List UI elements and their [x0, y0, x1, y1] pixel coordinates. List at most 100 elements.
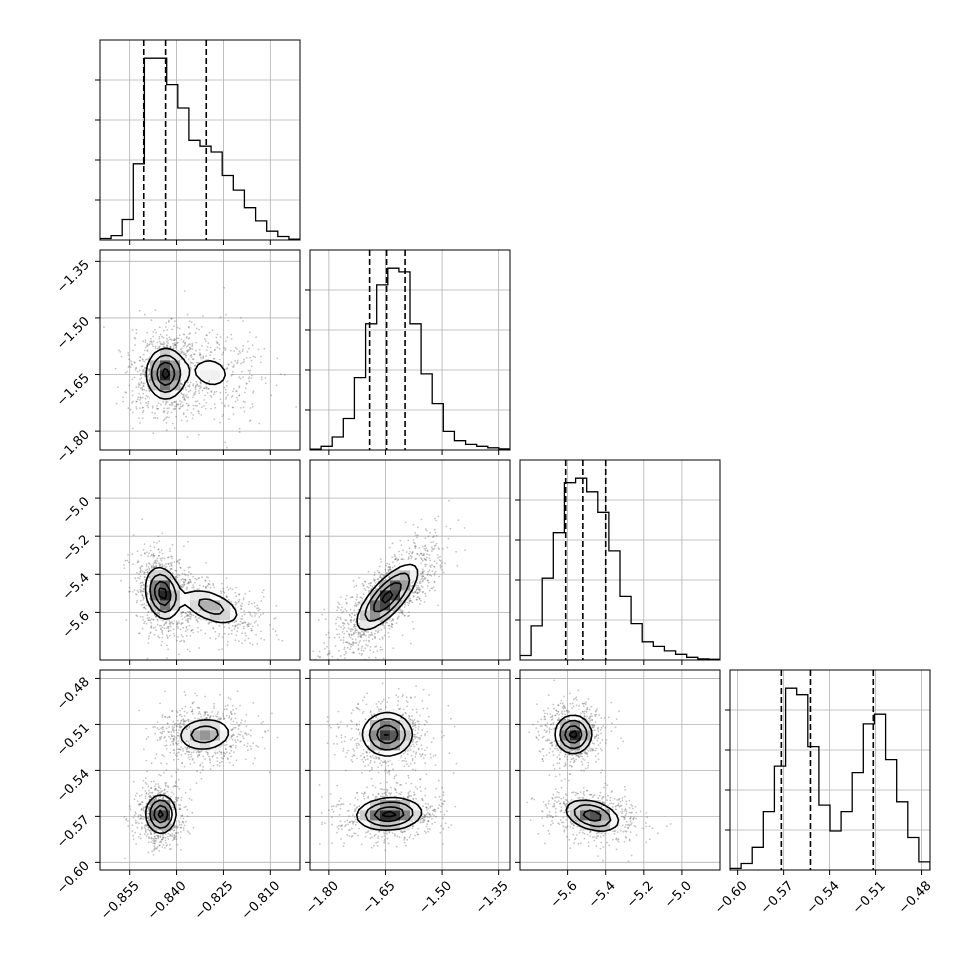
sample-point	[185, 612, 188, 615]
sample-point	[394, 558, 396, 561]
sample-point	[242, 400, 245, 403]
sample-point	[159, 563, 162, 566]
sample-point	[135, 386, 138, 389]
sample-point	[149, 631, 152, 633]
density-cell	[150, 370, 161, 381]
sample-point	[150, 337, 152, 340]
sample-point	[342, 610, 345, 613]
sample-point	[162, 411, 165, 414]
sample-point	[150, 626, 153, 629]
sample-point	[198, 328, 201, 331]
sample-point	[176, 342, 179, 345]
sample-point	[256, 607, 258, 610]
sample-point	[172, 347, 175, 349]
sample-point	[182, 821, 185, 824]
sample-point	[370, 633, 373, 636]
sample-point	[146, 571, 149, 573]
sample-point	[363, 587, 366, 590]
sample-point	[175, 800, 178, 802]
sample-point	[141, 565, 144, 567]
sample-point	[390, 625, 393, 628]
sample-point	[149, 563, 151, 565]
sample-point	[198, 412, 201, 415]
sample-point	[139, 817, 142, 819]
sample-point	[160, 628, 163, 631]
sample-point	[161, 636, 164, 639]
sample-point	[228, 627, 231, 629]
sample-point	[374, 588, 377, 590]
sample-point	[250, 377, 253, 379]
sample-point	[156, 845, 159, 848]
sample-point	[249, 407, 252, 409]
sample-point	[184, 395, 187, 397]
sample-point	[148, 808, 150, 811]
sample-point	[346, 630, 348, 633]
sample-point	[142, 599, 145, 601]
sample-point	[157, 612, 159, 614]
sample-point	[177, 723, 180, 725]
sample-point	[429, 566, 432, 568]
sample-point	[357, 644, 360, 646]
sample-point	[139, 589, 142, 591]
sample-point	[178, 327, 181, 330]
sample-point	[379, 576, 381, 579]
sample-point	[147, 611, 150, 613]
sample-point	[221, 402, 223, 404]
sample-point	[227, 588, 230, 591]
sample-point	[422, 571, 424, 574]
sample-point	[217, 635, 220, 637]
sample-point	[153, 847, 156, 850]
sample-point	[146, 770, 148, 773]
sample-point	[160, 559, 163, 562]
sample-point	[171, 543, 174, 546]
sample-point	[361, 645, 364, 648]
sample-point	[174, 408, 176, 410]
sample-point	[387, 566, 390, 568]
sample-point	[374, 636, 377, 639]
sample-point	[379, 558, 382, 560]
sample-point	[212, 584, 215, 587]
sample-point	[180, 611, 183, 614]
sample-point	[423, 576, 426, 579]
sample-point	[158, 791, 161, 794]
sample-point	[172, 829, 175, 832]
sample-point	[138, 359, 141, 362]
sample-point	[186, 349, 189, 352]
sample-point	[430, 541, 433, 544]
sample-point	[160, 644, 163, 646]
sample-point	[135, 614, 138, 617]
sample-point	[392, 610, 395, 613]
sample-point	[166, 344, 168, 347]
sample-point	[231, 406, 234, 409]
sample-point	[183, 545, 185, 548]
sample-point	[147, 374, 150, 377]
sample-point	[447, 537, 450, 540]
sample-point	[190, 412, 193, 414]
sample-point	[183, 583, 186, 586]
sample-point	[374, 582, 377, 584]
sample-point	[164, 839, 167, 842]
sample-point	[344, 608, 347, 611]
sample-point	[264, 731, 267, 733]
sample-point	[192, 408, 195, 410]
sample-point	[157, 548, 160, 550]
sample-point	[360, 596, 363, 599]
sample-point	[195, 578, 198, 581]
sample-point	[171, 735, 173, 738]
sample-point	[446, 546, 449, 549]
sample-point	[421, 586, 424, 589]
sample-point	[421, 570, 424, 573]
sample-point	[241, 615, 244, 617]
sample-point	[437, 604, 439, 607]
sample-point	[349, 648, 351, 651]
density-cell	[170, 600, 181, 611]
sample-point	[239, 604, 242, 607]
sample-point	[172, 742, 175, 745]
sample-point	[438, 575, 440, 578]
sample-point	[224, 441, 227, 444]
sample-point	[141, 815, 143, 818]
sample-point	[180, 623, 183, 626]
sample-point	[176, 752, 179, 755]
sample-point	[186, 620, 189, 623]
sample-point	[164, 784, 167, 787]
